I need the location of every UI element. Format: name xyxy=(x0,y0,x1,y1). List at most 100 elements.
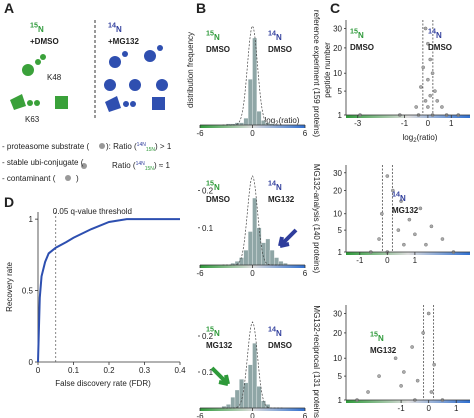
isotope-mass: 14 xyxy=(268,326,276,334)
peptide-point xyxy=(402,242,406,247)
condition-label: DMSO xyxy=(268,341,292,350)
y-tick-label: 5 xyxy=(338,226,343,235)
y-axis-label: Recovery rate xyxy=(5,262,14,312)
legend-text: - contaminant ( xyxy=(2,174,56,183)
peptide-point xyxy=(419,85,423,89)
isotope-label: 14N xyxy=(268,326,282,338)
isotope-mass: 15 xyxy=(206,180,214,188)
histogram-bar xyxy=(256,227,262,266)
peptide-point xyxy=(426,105,430,109)
peptide-point xyxy=(423,26,428,31)
y-tick-label: 1 xyxy=(338,248,343,257)
peptide-point xyxy=(414,105,418,109)
experiment-label: MG132-reciprocal (131 proteins) xyxy=(312,305,321,418)
peptide-point xyxy=(428,93,433,98)
ratio-gradient xyxy=(346,115,470,118)
x-axis-label-part: log xyxy=(265,116,276,125)
histogram-bar xyxy=(278,261,284,266)
x-tick-label: 0 xyxy=(385,256,390,265)
y-tick-label: 30 xyxy=(333,169,342,178)
x-tick-label: -6 xyxy=(196,269,204,278)
condition-label: DMSO xyxy=(268,45,292,54)
condition-label: DMSO xyxy=(206,45,230,54)
isotope-label: 15N xyxy=(206,180,220,192)
peptide-point xyxy=(430,71,435,76)
y-tick-label: 0 xyxy=(29,358,34,367)
ratio-top: 14N xyxy=(136,161,146,167)
x-tick-label: 0 xyxy=(426,119,431,128)
y-tick-label: 0.2 xyxy=(202,187,214,196)
y-tick-label: 10 xyxy=(333,354,342,363)
x-tick-label: 0 xyxy=(250,412,255,418)
x-axis-label-part: (ratio) xyxy=(417,133,438,142)
peptide-point xyxy=(385,174,390,178)
peptide-point xyxy=(423,99,428,103)
histogram-bar xyxy=(265,238,271,266)
y-tick-label: 1 xyxy=(338,111,343,120)
x-tick-label: -3 xyxy=(354,119,362,128)
legend-entry: - stable ubi-conjugate ( xyxy=(2,158,84,167)
isotope-label: 15N xyxy=(206,326,220,338)
y-axis-label: distribution frequency xyxy=(186,32,195,108)
peptide-point xyxy=(426,311,431,316)
recovery-curve xyxy=(37,218,180,363)
y-axis-label: peptide number xyxy=(323,42,332,98)
peptide-point xyxy=(428,57,433,62)
x-tick-label: -1 xyxy=(398,404,406,413)
peptide-point xyxy=(426,77,430,82)
peptide-point xyxy=(426,41,430,46)
isotope-label: 14N xyxy=(268,30,282,42)
x-tick-label: 0.2 xyxy=(103,366,115,375)
legend-text: - proteasome substrate ( xyxy=(2,142,89,151)
x-tick-label: 6 xyxy=(303,269,308,278)
k48-label: K48 xyxy=(47,73,62,82)
y-tick-label: 5 xyxy=(338,87,343,96)
isotope-mass: 14 xyxy=(268,30,276,38)
condition-label: DMSO xyxy=(206,195,230,204)
isotope-mass: 15 xyxy=(206,30,214,38)
condition-label: MG132 xyxy=(392,206,419,215)
histogram-bar xyxy=(256,386,262,409)
y-tick-label: 30 xyxy=(333,24,342,33)
legend-ratio: ): Ratio (14N15N) > 1 xyxy=(106,142,172,153)
fit-curve xyxy=(222,321,283,409)
legend-ratio: Ratio (14N15N) ≈ 1 xyxy=(112,161,170,172)
isotope-element: N xyxy=(358,31,364,40)
isotope-mass: 15 xyxy=(206,326,214,334)
peptide-point xyxy=(377,237,381,241)
x-tick-label: 1 xyxy=(449,119,454,128)
ratio-top: 14N xyxy=(137,142,147,148)
peptide-point xyxy=(429,224,434,229)
ratio-gradient xyxy=(346,252,470,255)
x-tick-label: 0.4 xyxy=(174,366,186,375)
histogram-bar xyxy=(243,117,249,126)
peptide-point xyxy=(424,242,428,247)
y-tick-label: 10 xyxy=(333,210,342,219)
isotope-element: N xyxy=(214,33,220,42)
x-tick-label: -1 xyxy=(401,119,409,128)
peptide-point xyxy=(396,228,401,232)
histogram-bar xyxy=(243,249,249,266)
peptide-point xyxy=(391,188,395,193)
isotope-element: N xyxy=(214,329,220,338)
isotope-label: 14N xyxy=(392,191,406,203)
legend-entry: - contaminant ( xyxy=(2,174,56,183)
isotope-label: 15N xyxy=(350,28,364,40)
x-axis-label: log2(ratio) xyxy=(403,133,438,144)
isotope-label: 15N xyxy=(370,331,384,343)
experiment-label: reference experiment (159 proteins) xyxy=(312,10,321,138)
peptide-point xyxy=(377,374,381,378)
ratio-gradient xyxy=(346,400,470,403)
condition-label: DMSO xyxy=(428,43,452,52)
ratio-end: ) > 1 xyxy=(155,142,172,151)
x-axis-label-sub: 2 xyxy=(413,138,417,144)
peptide-point xyxy=(393,356,398,361)
isotope-label: 14N xyxy=(268,180,282,192)
condition-label: MG132 xyxy=(370,346,397,355)
histogram-bar xyxy=(230,397,236,409)
histogram-bar xyxy=(252,197,258,266)
threshold-label: 0.05 q-value threshold xyxy=(53,207,132,216)
peptide-point xyxy=(440,105,444,109)
k63-label: K63 xyxy=(25,115,40,124)
